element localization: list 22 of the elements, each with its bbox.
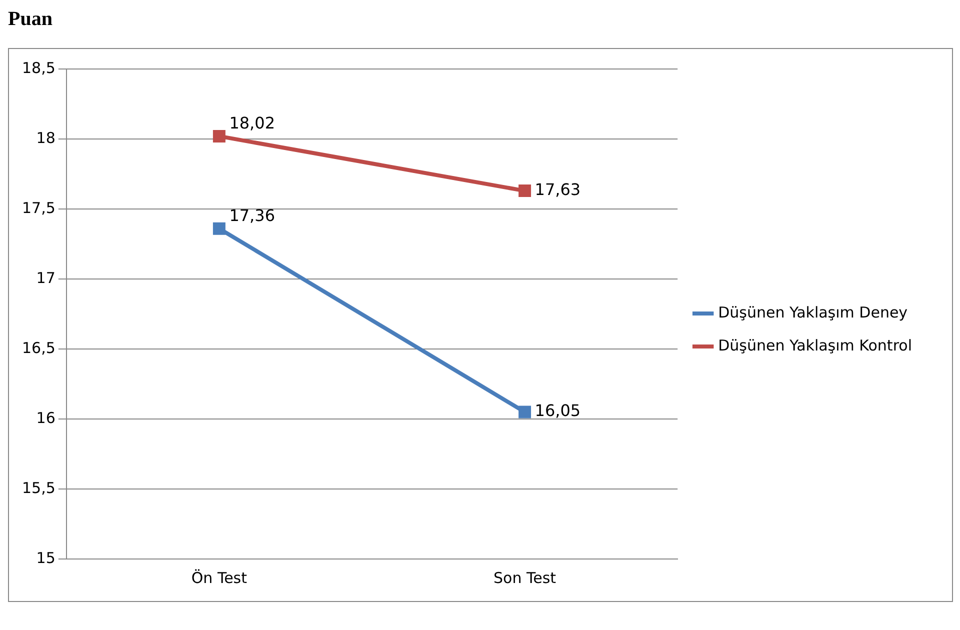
chart-frame: Düşünen Yaklaşım Deney Düşünen Yaklaşım Kontrol Ön Test Son Test 15 15,5 16 16,5 17 17,5 18 18,5 17,36 16,05 18,02 17,63 [8,48,953,602]
y-tick-label: 16,5 [22,338,56,357]
y-tick-label: 15,5 [22,478,56,497]
y-tick-label: 17,5 [22,198,56,217]
data-label: 18,02 [229,113,276,132]
legend-label: Düşünen Yaklaşım Kontrol [718,336,912,354]
y-axis-title: Puan [8,8,52,31]
y-tick-label: 18,5 [22,58,56,77]
point [212,130,226,142]
data-label: 17,63 [534,180,581,199]
point [518,406,532,418]
data-label: 17,36 [229,206,276,225]
point [518,184,532,198]
x-tick-label: Son Test [494,568,556,587]
y-tick-label: 15 [36,548,56,567]
x-tick-label: Ön Test [191,568,248,587]
point [212,222,226,235]
legend-label: Düşünen Yaklaşım Deney [718,303,908,322]
y-tick-label: 17 [36,268,56,287]
y-tick-label: 16 [36,408,56,427]
data-label: 16,05 [534,401,581,420]
y-tick-label: 18 [36,128,56,147]
